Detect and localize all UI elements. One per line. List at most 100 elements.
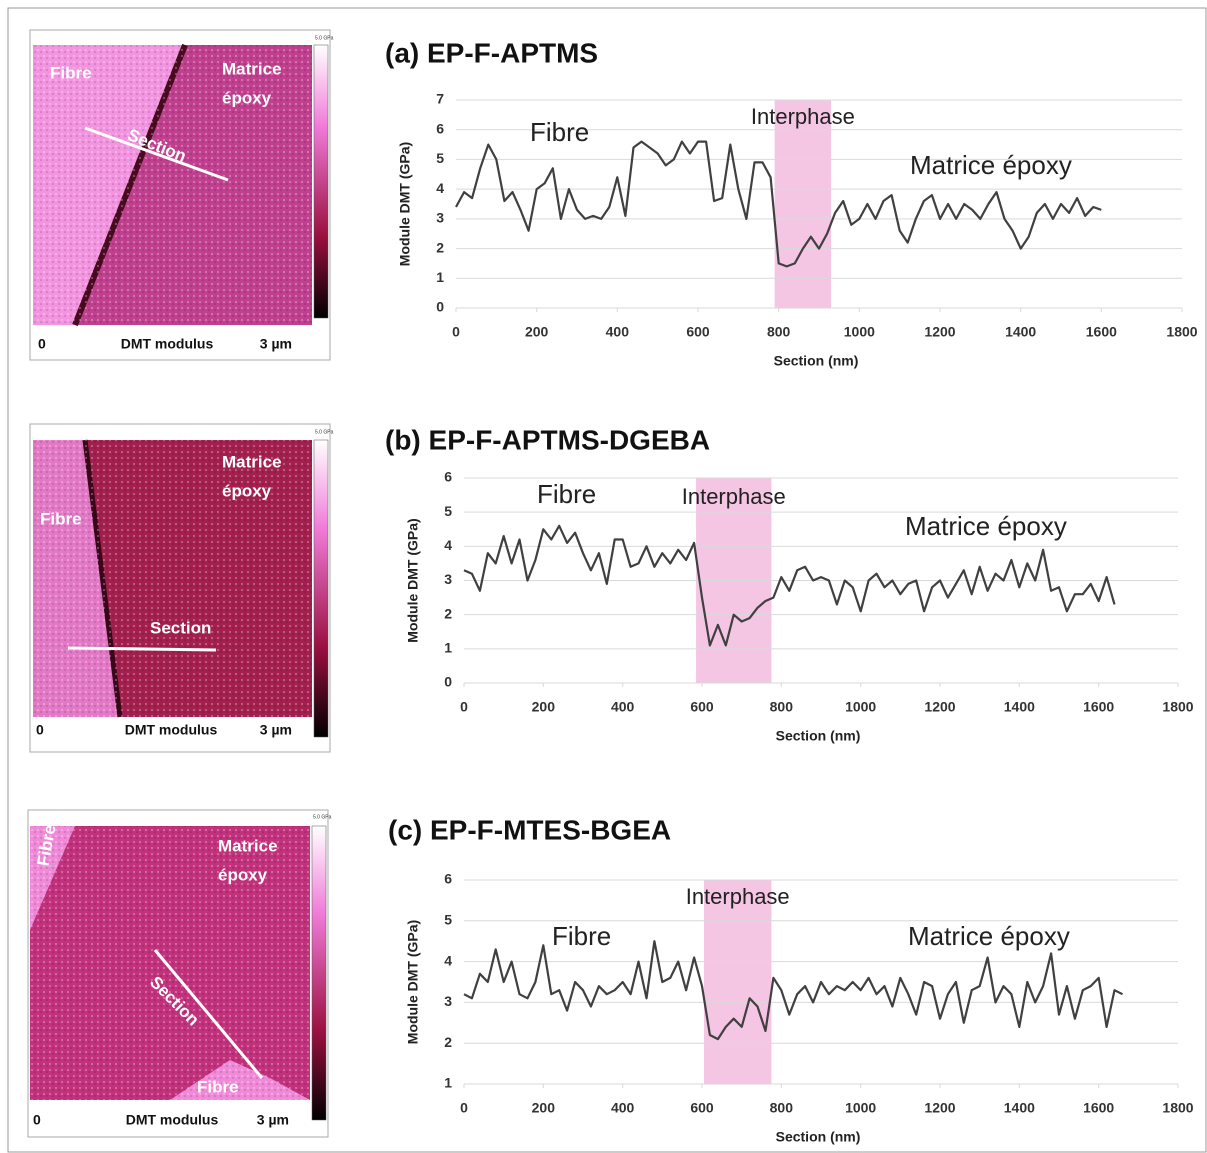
image-label: Fibre — [197, 1077, 239, 1096]
chart-title: (b) EP-F-APTMS-DGEBA — [385, 424, 710, 455]
afm-image — [29, 29, 331, 361]
y-tick-label: 2 — [444, 605, 452, 621]
annotation: Fibre — [552, 921, 611, 951]
x-axis-label: Section (nm) — [774, 353, 859, 369]
x-tick-label: 1400 — [1004, 1100, 1035, 1116]
image-label: Matrice — [222, 452, 282, 471]
image-label: Fibre — [40, 509, 82, 528]
y-tick-label: 1 — [436, 269, 444, 285]
annotation: Matrice époxy — [905, 511, 1067, 541]
y-tick-label: 6 — [444, 469, 452, 485]
data-line — [463, 524, 1116, 647]
x-tick-label: 1400 — [1005, 324, 1036, 340]
x-tick-label: 400 — [611, 699, 635, 715]
y-tick-label: 1 — [444, 1075, 452, 1091]
annotation: Matrice époxy — [910, 150, 1072, 180]
y-tick-label: 5 — [444, 912, 452, 928]
scale-start: 0 — [38, 336, 46, 352]
y-tick-label: 0 — [444, 674, 452, 690]
image-label: Section — [150, 618, 211, 637]
x-tick-label: 200 — [532, 699, 556, 715]
x-axis-label: Section (nm) — [776, 728, 861, 744]
x-tick-label: 1400 — [1004, 699, 1035, 715]
data-line — [463, 940, 1123, 1041]
y-tick-label: 2 — [436, 239, 444, 255]
y-tick-label: 1 — [444, 640, 452, 656]
y-tick-label: 7 — [436, 91, 444, 107]
x-axis-label: Section (nm) — [776, 1129, 861, 1145]
y-tick-label: 5 — [436, 150, 444, 166]
chart-title: (a) EP-F-APTMS — [385, 37, 598, 68]
y-tick-label: 6 — [436, 120, 444, 136]
y-axis-label: Module DMT (GPa) — [397, 142, 413, 266]
y-tick-label: 2 — [444, 1034, 452, 1050]
scale-caption: DMT modulus — [126, 1112, 219, 1128]
y-tick-label: 4 — [436, 180, 444, 196]
x-tick-label: 800 — [770, 1100, 794, 1116]
x-tick-label: 600 — [690, 699, 714, 715]
x-tick-label: 0 — [460, 699, 468, 715]
data-line — [455, 140, 1102, 268]
colorbar-max: 5.0 GPa — [315, 35, 334, 41]
y-tick-label: 4 — [444, 952, 452, 968]
x-tick-label: 600 — [690, 1100, 714, 1116]
x-tick-label: 0 — [460, 1100, 468, 1116]
afm-image — [29, 423, 331, 753]
x-tick-label: 1600 — [1083, 1100, 1114, 1116]
x-tick-label: 200 — [525, 324, 549, 340]
y-tick-label: 0 — [436, 299, 444, 315]
scale-start: 0 — [33, 1112, 41, 1128]
frame — [7, 7, 1207, 1153]
band-label: Interphase — [686, 884, 790, 909]
x-tick-label: 1800 — [1162, 1100, 1193, 1116]
band-label: Interphase — [682, 484, 786, 509]
x-tick-label: 1000 — [845, 1100, 876, 1116]
annotation: Fibre — [537, 479, 596, 509]
scale-caption: DMT modulus — [125, 722, 218, 738]
x-tick-label: 1800 — [1162, 699, 1193, 715]
interphase-band — [774, 100, 832, 308]
x-tick-label: 1800 — [1166, 324, 1197, 340]
image-label: Fibre — [50, 63, 92, 82]
x-tick-label: 400 — [606, 324, 630, 340]
afm-image — [27, 809, 329, 1138]
image-label: Matrice — [218, 836, 278, 855]
y-tick-label: 6 — [444, 871, 452, 887]
x-tick-label: 800 — [770, 699, 794, 715]
scale-end: 3 µm — [257, 1112, 289, 1128]
image-label: Matrice — [222, 59, 282, 78]
colorbar-max: 5.0 GPa — [315, 429, 334, 435]
x-tick-label: 400 — [611, 1100, 635, 1116]
x-tick-label: 1000 — [844, 324, 875, 340]
scale-start: 0 — [36, 722, 44, 738]
x-tick-label: 1000 — [845, 699, 876, 715]
scale-end: 3 µm — [260, 722, 292, 738]
x-tick-label: 1200 — [924, 699, 955, 715]
annotation: Fibre — [530, 117, 589, 147]
y-tick-label: 4 — [444, 537, 452, 553]
colorbar-max: 5.0 GPa — [313, 814, 332, 820]
image-label: époxy — [222, 88, 272, 107]
scale-caption: DMT modulus — [121, 336, 214, 352]
scale-end: 3 µm — [260, 336, 292, 352]
y-tick-label: 3 — [444, 571, 452, 587]
y-tick-label: 3 — [436, 210, 444, 226]
y-tick-label: 5 — [444, 503, 452, 519]
chart-title: (c) EP-F-MTES-BGEA — [388, 814, 671, 845]
x-tick-label: 600 — [686, 324, 710, 340]
x-tick-label: 800 — [767, 324, 791, 340]
y-tick-label: 3 — [444, 993, 452, 1009]
y-axis-label: Module DMT (GPa) — [405, 518, 421, 642]
x-tick-label: 0 — [452, 324, 460, 340]
y-axis-label: Module DMT (GPa) — [405, 920, 421, 1044]
x-tick-label: 200 — [532, 1100, 556, 1116]
interphase-band — [703, 880, 772, 1084]
x-tick-label: 1200 — [924, 1100, 955, 1116]
band-label: Interphase — [751, 104, 855, 129]
image-label: époxy — [218, 865, 268, 884]
x-tick-label: 1200 — [924, 324, 955, 340]
x-tick-label: 1600 — [1083, 699, 1114, 715]
annotation: Matrice époxy — [908, 921, 1070, 951]
image-label: époxy — [222, 481, 272, 500]
